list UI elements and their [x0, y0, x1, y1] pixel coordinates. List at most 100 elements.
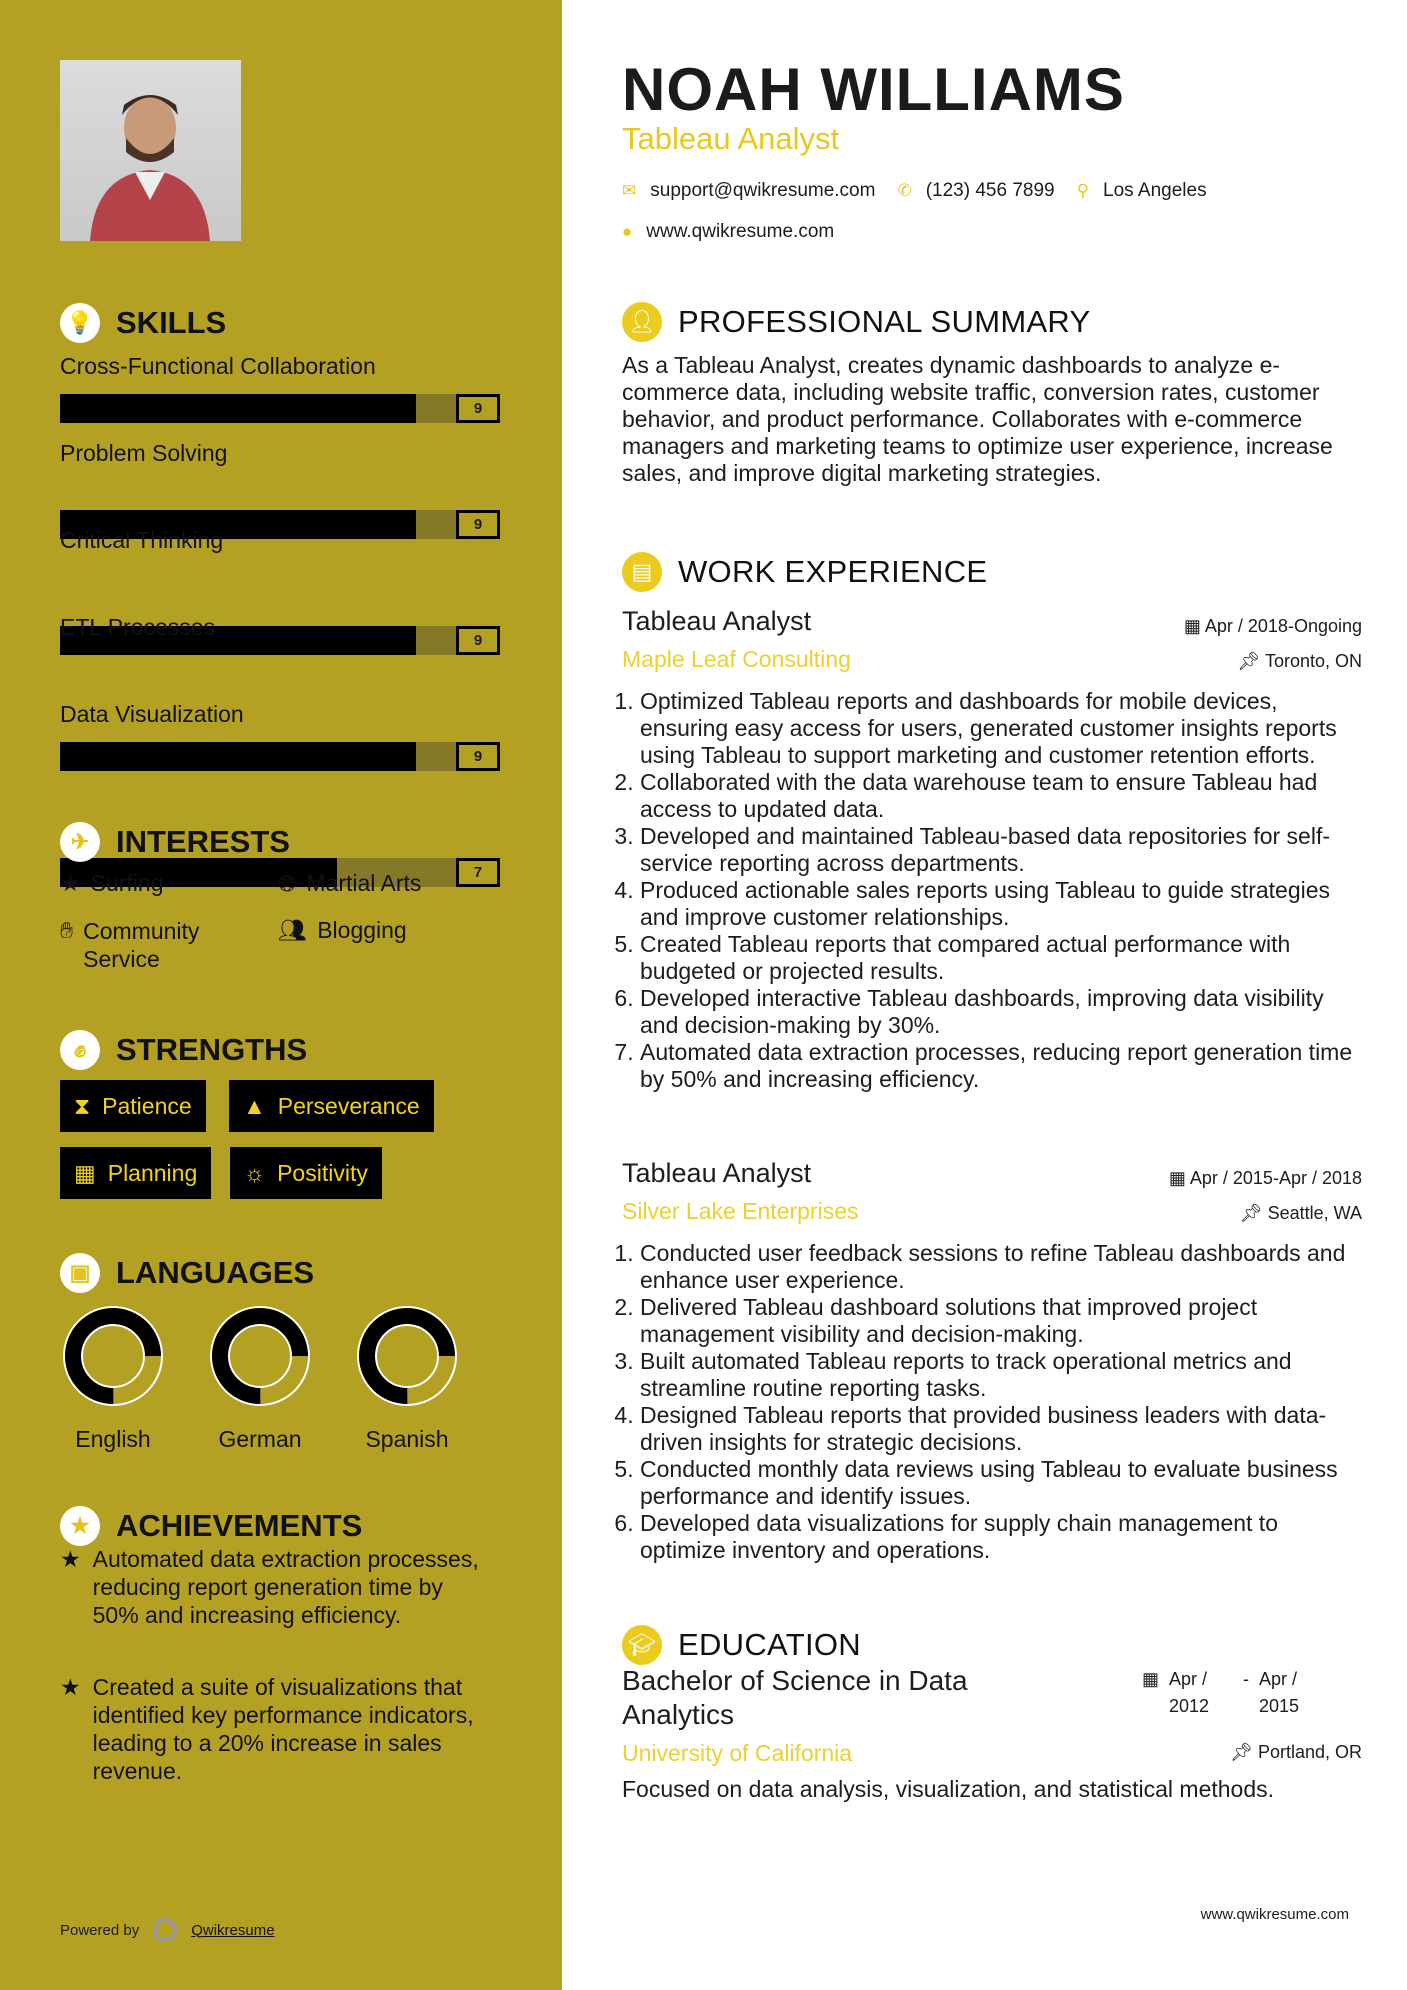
star-badge-icon: ★ [60, 1506, 100, 1546]
calendar-icon: ▦ [74, 1159, 96, 1186]
job-location: 📌︎ Seattle, WA [1239, 1203, 1362, 1223]
skill-bar-fill [60, 626, 417, 655]
envelope-icon: ✉ [622, 181, 637, 200]
skill-bar-fill [60, 510, 417, 539]
job-bullets: Optimized Tableau reports and dashboards… [622, 688, 1362, 1093]
users-icon: 👥︎ [278, 917, 308, 943]
strength-chip: ⧗ Patience [60, 1080, 206, 1132]
skill-bar: 7 [60, 858, 500, 887]
job-title: Tableau Analyst [622, 1158, 812, 1188]
achievement-item: ★ Automated data extraction processes, re… [60, 1546, 479, 1628]
lightbulb-icon: 💡 [60, 303, 100, 343]
website-row: ● www.qwikresume.com [622, 221, 1362, 243]
skill-label: Data Visualization [60, 701, 244, 727]
qwikresume-link[interactable]: Qwikresume [191, 1921, 275, 1939]
education-description: Focused on data analysis, visualization,… [622, 1776, 1275, 1802]
website[interactable]: www.qwikresume.com [646, 221, 835, 242]
language-level-arc [65, 1308, 161, 1404]
strength-chip: ☼ Positivity [230, 1147, 382, 1199]
star-icon: ★ [60, 870, 81, 896]
interests-heading: ✈ INTERESTS [60, 822, 290, 862]
skill-bar-fill [60, 742, 417, 771]
job-location: 📌︎ Toronto, ON [1237, 651, 1362, 671]
language-donut [63, 1306, 163, 1406]
user-icon: 👤︎ [622, 302, 662, 342]
strengths-heading: ✊︎ STRENGTHS [60, 1030, 307, 1070]
fist-icon: ✊︎ [60, 1030, 100, 1070]
language-donut [357, 1306, 457, 1406]
language-level-arc [212, 1308, 308, 1404]
qwikresume-logo-icon [153, 1918, 178, 1942]
interest-item: 👥︎ Blogging [278, 917, 407, 943]
job-bullet: Developed interactive Tableau dashboards… [640, 985, 1362, 1039]
education-location: 📌︎ Portland, OR [1230, 1742, 1362, 1762]
map-pin-icon: ⚲ [1076, 181, 1090, 200]
contact-row: ✉ support@qwikresume.com ✆ (123) 456 7899 … [622, 180, 1362, 202]
skill-value: 9 [456, 510, 500, 539]
job-bullet: Built automated Tableau reports to track… [640, 1348, 1362, 1402]
job-bullet: Developed and maintained Tableau-based d… [640, 823, 1362, 877]
job-bullets: Conducted user feedback sessions to refi… [622, 1240, 1362, 1564]
summary-text: As a Tableau Analyst, creates dynamic da… [622, 352, 1333, 486]
skill-label: Cross-Functional Collaboration [60, 353, 376, 379]
email[interactable]: support@qwikresume.com [650, 180, 876, 201]
profile-photo [60, 60, 241, 241]
calendar-icon: ▦ [1183, 616, 1205, 636]
calendar-icon: ▦ [1142, 1669, 1160, 1689]
star-icon: ★ [60, 1674, 81, 1700]
hand-icon: ✋︎ [60, 917, 74, 943]
achievements-heading: ★ ACHIEVEMENTS [60, 1506, 362, 1546]
education-heading: 🎓︎ EDUCATION [622, 1625, 1362, 1665]
pin-icon: 📌︎ [1239, 1203, 1268, 1223]
interest-item: ✋︎ Community Service [60, 917, 200, 972]
school: University of California [622, 1740, 853, 1766]
briefcase-icon: ▤ [622, 552, 662, 592]
job-bullet: Conducted user feedback sessions to refi… [640, 1240, 1362, 1294]
company: Maple Leaf Consulting [622, 646, 851, 672]
job-bullet: Collaborated with the data warehouse tea… [640, 769, 1362, 823]
strength-chip: ▲ Perseverance [229, 1080, 434, 1132]
job-bullet: Produced actionable sales reports using … [640, 877, 1362, 931]
globe-icon: 🌐︎ [278, 870, 297, 896]
degree: Bachelor of Science in Data Analytics [622, 1665, 968, 1730]
job-dates: ▦ Apr / 2018-Ongoing [1183, 616, 1362, 636]
id-card-icon: ▣ [60, 1253, 100, 1293]
job-bullet: Created Tableau reports that compared ac… [640, 931, 1362, 985]
paper-plane-icon: ✈ [60, 822, 100, 862]
star-icon: ★ [60, 1546, 81, 1572]
skill-bar: 9 [60, 742, 500, 771]
language-label: Spanish [365, 1426, 449, 1452]
footer-website[interactable]: www.qwikresume.com [1200, 1906, 1349, 1923]
skill-bar: 9 [60, 626, 500, 655]
graduation-icon: 🎓︎ [622, 1625, 662, 1665]
job-title: Tableau Analyst [622, 121, 840, 156]
language-donut [210, 1306, 310, 1406]
job-bullet: Conducted monthly data reviews using Tab… [640, 1456, 1362, 1510]
job-title: Tableau Analyst [622, 606, 812, 636]
language-label: English [75, 1426, 151, 1452]
hourglass-icon: ⧗ [74, 1092, 91, 1119]
language-level-arc [359, 1308, 455, 1404]
strength-chip: ▦ Planning [60, 1147, 212, 1199]
skill-label: ETL Processes [60, 614, 216, 640]
job-bullet: Designed Tableau reports that provided b… [640, 1402, 1362, 1456]
job-bullet: Delivered Tableau dashboard solutions th… [640, 1294, 1362, 1348]
education-dates: ▦ Apr / 2012 - Apr / 2015 [1142, 1666, 1323, 1720]
skills-heading: 💡 SKILLS [60, 303, 226, 343]
summary-heading: 👤︎ PROFESSIONAL SUMMARY [622, 302, 1362, 342]
skill-label: Problem Solving [60, 440, 228, 466]
skill-bar-fill [60, 394, 417, 423]
job-dates: ▦ Apr / 2015-Apr / 2018 [1168, 1168, 1362, 1188]
phone: (123) 456 7899 [925, 180, 1055, 201]
globe-icon: ● [622, 222, 633, 241]
candidate-name: NOAH WILLIAMS [622, 56, 1125, 123]
skill-value: 9 [456, 394, 500, 423]
skill-value: 7 [456, 858, 500, 887]
skill-label: Critical Thinking [60, 527, 224, 553]
interest-item: ★ Surfing [60, 870, 164, 896]
language-label: German [218, 1426, 302, 1452]
powered-by: Powered by Qwikresume [60, 1918, 275, 1942]
company: Silver Lake Enterprises [622, 1198, 859, 1224]
experience-heading: ▤ WORK EXPERIENCE [622, 552, 1362, 592]
job-bullet: Developed data visualizations for supply… [640, 1510, 1362, 1564]
